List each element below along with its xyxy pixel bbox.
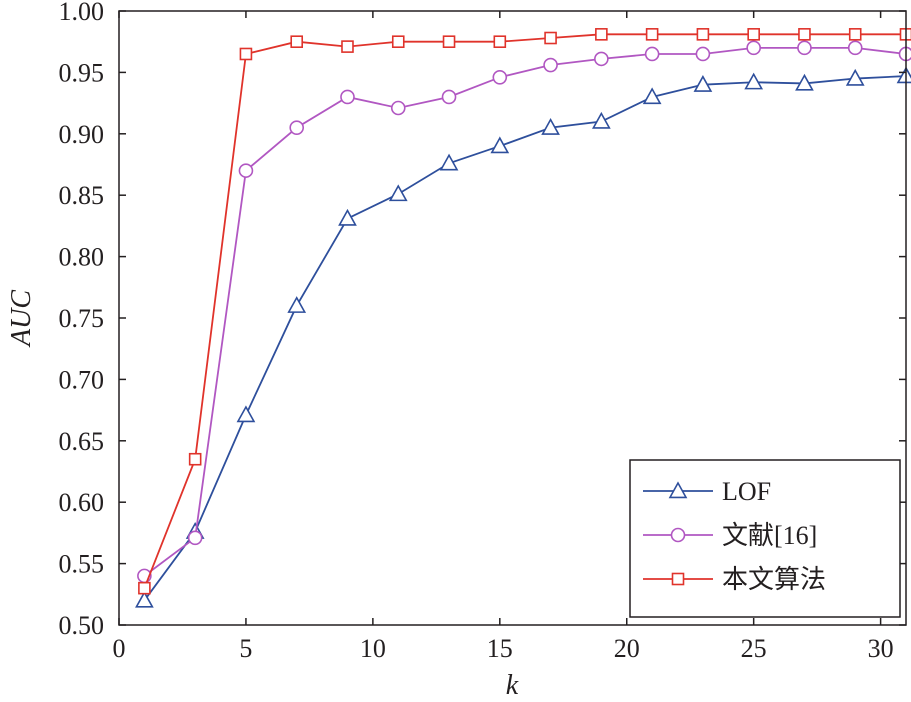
- x-tick-label: 5: [239, 634, 252, 663]
- data-point: [490, 136, 510, 154]
- y-axis-label: AUC: [6, 290, 37, 348]
- data-point: [138, 581, 151, 595]
- data-point: [847, 40, 863, 56]
- legend-item: LOF: [643, 477, 771, 506]
- data-point: [642, 87, 662, 105]
- y-tick-label: 0.80: [59, 243, 105, 272]
- y-tick-label: 0.60: [59, 488, 105, 517]
- data-point: [845, 68, 865, 86]
- data-point: [287, 296, 307, 313]
- data-point: [746, 40, 761, 56]
- x-tick-label: 10: [360, 634, 386, 663]
- data-point: [797, 40, 812, 56]
- y-tick-label: 0.75: [59, 304, 105, 333]
- x-tick-label: 15: [487, 634, 513, 663]
- series-line: [143, 75, 907, 601]
- axis-ticks: 0 5 10 15 20 25 30 0.50 0.55 0.60 0.65 0.70 0.75 0.80…: [59, 0, 906, 663]
- data-point: [340, 89, 355, 105]
- data-point: [238, 163, 254, 178]
- data-point: [493, 35, 507, 49]
- data-point: [239, 47, 253, 61]
- y-tick-label: 0.50: [59, 611, 105, 640]
- data-point: [594, 51, 609, 67]
- y-tick-label: 1.00: [59, 0, 105, 26]
- data-point: [645, 28, 659, 41]
- data-point: [290, 35, 304, 49]
- legend-marker: [670, 527, 686, 543]
- data-point: [795, 73, 814, 91]
- y-tick-label: 0.70: [59, 365, 105, 394]
- data-point: [541, 118, 560, 135]
- legend-label: 本文算法: [722, 565, 826, 594]
- x-tick-label: 0: [113, 634, 126, 663]
- legend-label: LOF: [722, 477, 771, 506]
- data-point: [693, 75, 713, 92]
- data-point: [595, 28, 608, 41]
- legend: LOF 文献[16] 本文算法: [629, 459, 901, 618]
- legend-item: 本文算法: [643, 565, 826, 594]
- y-tick-label: 0.85: [59, 181, 105, 210]
- data-point: [695, 46, 711, 62]
- data-point: [848, 28, 862, 41]
- data-point: [744, 72, 764, 90]
- data-point: [544, 31, 557, 45]
- y-tick-label: 0.55: [59, 550, 105, 579]
- x-tick-label: 30: [868, 634, 894, 663]
- series-line: [143, 46, 907, 577]
- y-tick-label: 0.65: [59, 427, 105, 456]
- series-2: [137, 40, 911, 584]
- y-tick-label: 0.95: [59, 58, 105, 87]
- legend-marker: [671, 572, 685, 586]
- series-layer: [135, 28, 911, 608]
- data-point: [591, 111, 611, 129]
- data-point: [896, 66, 911, 84]
- data-point: [644, 46, 660, 62]
- data-point: [135, 590, 154, 608]
- x-tick-label: 25: [741, 634, 767, 663]
- data-point: [442, 35, 456, 49]
- data-point: [338, 208, 357, 226]
- data-point: [492, 70, 508, 85]
- series-1: [135, 66, 911, 608]
- data-point: [390, 100, 406, 116]
- data-point: [696, 28, 710, 41]
- data-point: [798, 28, 811, 41]
- data-point: [388, 184, 408, 202]
- legend-item: 文献[16]: [643, 521, 817, 550]
- series-line: [143, 33, 906, 589]
- data-point: [188, 452, 202, 466]
- data-point: [441, 89, 457, 105]
- legend-marker: [668, 481, 688, 499]
- data-point: [391, 35, 405, 49]
- data-point: [187, 530, 203, 546]
- data-point: [543, 57, 558, 73]
- data-point: [236, 405, 256, 423]
- data-point: [289, 120, 305, 135]
- y-tick-label: 0.90: [59, 120, 105, 149]
- data-point: [747, 28, 760, 41]
- x-tick-label: 20: [614, 634, 640, 663]
- x-axis-label: k: [506, 670, 519, 701]
- data-point: [341, 40, 354, 53]
- data-point: [439, 153, 459, 171]
- legend-label: 文献[16]: [722, 521, 817, 550]
